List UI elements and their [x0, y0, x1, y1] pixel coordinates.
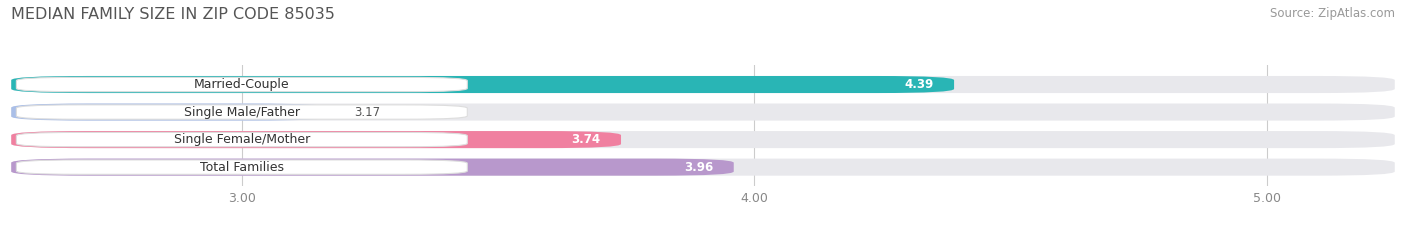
FancyBboxPatch shape [11, 76, 955, 93]
FancyBboxPatch shape [11, 131, 1395, 148]
FancyBboxPatch shape [11, 131, 621, 148]
Text: 4.39: 4.39 [904, 78, 934, 91]
FancyBboxPatch shape [17, 160, 467, 174]
Text: Total Families: Total Families [200, 161, 284, 174]
Text: Single Female/Mother: Single Female/Mother [174, 133, 309, 146]
FancyBboxPatch shape [17, 132, 467, 147]
Text: Married-Couple: Married-Couple [194, 78, 290, 91]
Text: Source: ZipAtlas.com: Source: ZipAtlas.com [1270, 7, 1395, 20]
Text: Single Male/Father: Single Male/Father [184, 106, 299, 119]
Text: 3.74: 3.74 [571, 133, 600, 146]
FancyBboxPatch shape [11, 103, 1395, 121]
FancyBboxPatch shape [11, 159, 734, 176]
FancyBboxPatch shape [11, 103, 329, 121]
FancyBboxPatch shape [11, 76, 1395, 93]
Text: 3.96: 3.96 [683, 161, 713, 174]
Text: 3.17: 3.17 [354, 106, 381, 119]
Text: MEDIAN FAMILY SIZE IN ZIP CODE 85035: MEDIAN FAMILY SIZE IN ZIP CODE 85035 [11, 7, 335, 22]
FancyBboxPatch shape [17, 77, 467, 92]
FancyBboxPatch shape [17, 105, 467, 119]
FancyBboxPatch shape [11, 159, 1395, 176]
